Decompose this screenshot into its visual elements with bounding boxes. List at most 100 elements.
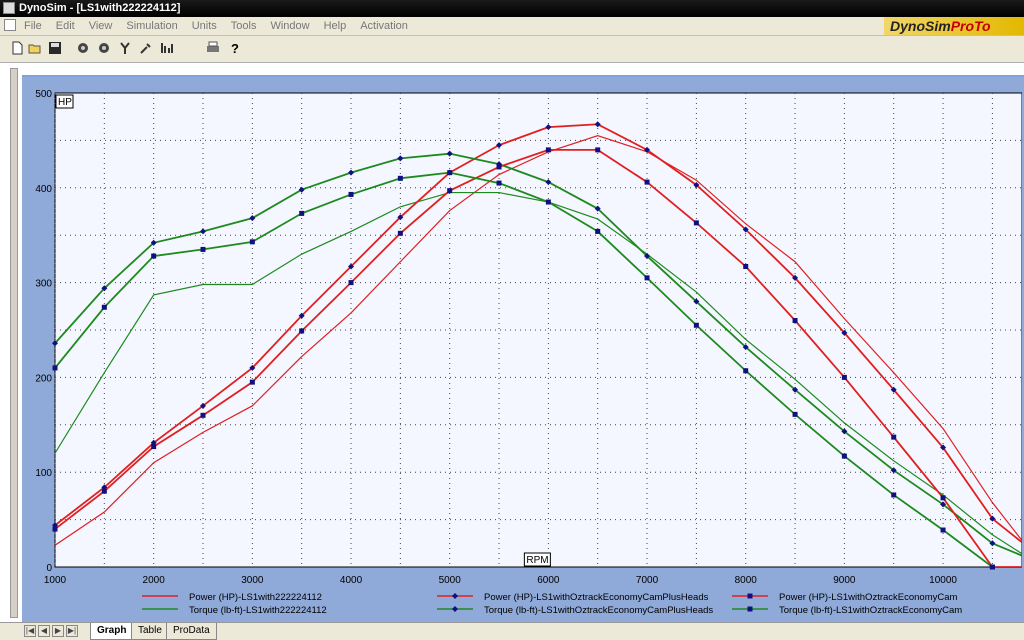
data-point — [397, 155, 404, 162]
engine2-icon[interactable] — [97, 41, 111, 55]
gear-icon[interactable] — [139, 41, 153, 55]
menu-units[interactable]: Units — [191, 20, 217, 32]
data-point — [595, 228, 601, 234]
menu-simulation[interactable]: Simulation — [126, 20, 178, 32]
open-icon[interactable] — [28, 41, 42, 55]
engine-icon[interactable] — [76, 41, 90, 55]
data-point — [792, 386, 799, 393]
graph-panel: 1000 2000 3000 4000 5000 6000 7000 8000 9000 1000… — [22, 75, 1024, 622]
x-tick-label: 2000 — [143, 575, 166, 586]
data-point — [52, 526, 58, 532]
data-point — [891, 492, 897, 498]
data-point — [52, 340, 58, 347]
data-point — [890, 386, 897, 393]
data-point — [151, 444, 157, 450]
menu-help[interactable]: Help — [323, 20, 347, 32]
legend-marker — [452, 593, 458, 599]
document-icon[interactable] — [4, 19, 16, 31]
data-point — [792, 274, 799, 281]
next-tab-button[interactable]: ▶ — [52, 625, 64, 637]
data-point — [496, 180, 502, 186]
data-point — [545, 199, 551, 205]
data-point — [792, 411, 798, 417]
data-point — [989, 564, 995, 570]
sheet-tab-bar: |◀ ◀ ▶ ▶| Graph Table ProData — [0, 622, 1024, 640]
data-point — [151, 253, 157, 259]
data-point — [693, 181, 700, 188]
last-tab-button[interactable]: ▶| — [66, 625, 78, 637]
data-point — [644, 146, 651, 153]
legend-label: Torque (lb-ft)-LS1withOztrackEconomyCamP… — [484, 605, 713, 616]
app-icon[interactable] — [3, 2, 15, 14]
data-point — [496, 161, 503, 168]
x-tick-label: 6000 — [537, 575, 560, 586]
menu-window[interactable]: Window — [270, 20, 310, 32]
menu-tools[interactable]: Tools — [230, 20, 257, 32]
data-point — [841, 428, 848, 435]
y-tick-label: 0 — [46, 563, 52, 574]
menu-file[interactable]: File — [24, 20, 42, 32]
data-point — [644, 253, 651, 260]
data-point — [545, 147, 551, 153]
data-point — [742, 226, 749, 233]
x-tick-label: 9000 — [833, 575, 856, 586]
window-title: DynoSim - [LS1with222224112] — [19, 2, 181, 14]
data-point — [545, 179, 552, 186]
data-point — [742, 344, 749, 351]
y-tick-label: 500 — [35, 89, 52, 100]
data-point — [841, 374, 847, 380]
data-point — [841, 329, 848, 336]
data-point — [397, 175, 403, 181]
x-axis-label: RPM — [526, 555, 548, 566]
data-point — [890, 467, 897, 474]
data-point — [989, 540, 996, 547]
data-point — [545, 124, 552, 131]
data-point — [397, 214, 404, 221]
x-tick-label: 10000 — [929, 575, 957, 586]
data-point — [940, 495, 946, 501]
prev-tab-button[interactable]: ◀ — [38, 625, 50, 637]
tab-table[interactable]: Table — [131, 623, 169, 640]
menu-view[interactable]: View — [88, 20, 113, 32]
data-point — [200, 402, 207, 409]
data-point — [693, 298, 700, 305]
help-icon[interactable]: ? — [228, 41, 242, 55]
x-tick-label: 8000 — [735, 575, 758, 586]
data-point — [348, 280, 354, 286]
data-point — [940, 527, 946, 533]
data-point — [298, 186, 305, 193]
legend-marker — [747, 606, 753, 612]
vertical-scrollbar[interactable] — [10, 68, 18, 618]
tab-graph[interactable]: Graph — [90, 623, 134, 640]
data-point — [397, 230, 403, 236]
data-point — [743, 368, 749, 374]
data-point — [693, 322, 699, 328]
data-point — [348, 169, 355, 176]
legend-label: Power (HP)-LS1withOztrackEconomyCamPlusH… — [484, 592, 709, 603]
brand-logo: DynoSimProTo — [884, 17, 1024, 35]
data-point — [841, 453, 847, 459]
data-point — [299, 328, 305, 334]
save-icon[interactable] — [48, 41, 62, 55]
menu-bar: File Edit View Simulation Units Tools Window He… — [0, 17, 1024, 36]
wrench-icon[interactable] — [118, 41, 132, 55]
first-tab-button[interactable]: |◀ — [24, 625, 36, 637]
new-icon[interactable] — [10, 41, 24, 55]
y-tick-label: 100 — [35, 468, 52, 479]
menu-activation[interactable]: Activation — [360, 20, 408, 32]
data-point — [298, 312, 305, 319]
data-point — [249, 215, 256, 222]
tab-prodata[interactable]: ProData — [166, 623, 217, 640]
data-point — [447, 170, 453, 176]
data-point — [101, 488, 107, 494]
menu-edit[interactable]: Edit — [55, 20, 75, 32]
data-point — [989, 515, 996, 522]
x-tick-label: 4000 — [340, 575, 363, 586]
print-icon[interactable] — [206, 41, 220, 55]
data-point — [348, 263, 355, 270]
data-point — [644, 275, 650, 281]
legend-label: Power (HP)-LS1with222224112 — [189, 592, 322, 603]
chart-icon[interactable] — [160, 41, 174, 55]
data-point — [792, 318, 798, 324]
data-point — [496, 164, 502, 170]
